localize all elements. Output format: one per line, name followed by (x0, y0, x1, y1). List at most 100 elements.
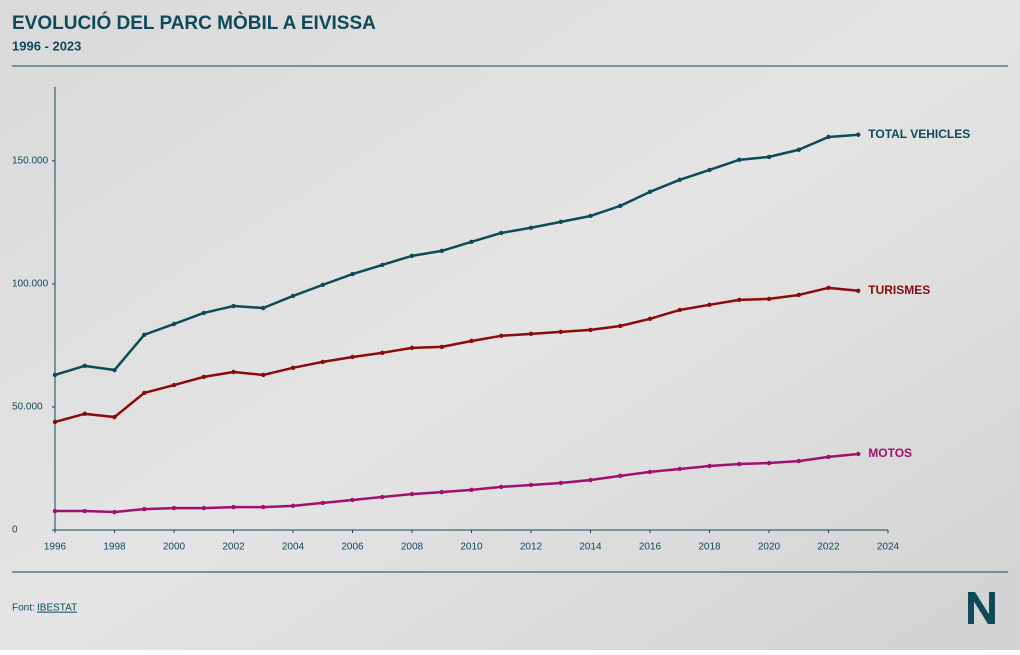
x-tick-label: 2016 (639, 542, 662, 553)
data-point (856, 288, 861, 293)
data-point (528, 482, 534, 488)
data-point (707, 302, 712, 308)
data-point (171, 321, 177, 327)
logo (968, 592, 995, 624)
data-point (796, 292, 801, 298)
data-point (826, 134, 831, 140)
chart-title: EVOLUCIÓ DEL PARC MÒBIL A EIVISSA (12, 12, 376, 34)
data-point (380, 262, 385, 268)
data-point (826, 454, 831, 460)
data-point (647, 189, 653, 195)
data-point (201, 374, 206, 380)
data-point (320, 359, 325, 365)
data-point (52, 372, 58, 378)
data-point (201, 505, 206, 511)
data-point (588, 213, 593, 219)
data-point (469, 487, 474, 493)
data-point (439, 344, 444, 350)
data-point (796, 147, 801, 152)
data-point (588, 477, 593, 483)
data-point (499, 230, 504, 236)
data-point (82, 363, 87, 369)
x-tick-label: 2020 (758, 542, 781, 553)
x-tick-label: 2006 (341, 542, 364, 553)
data-point (707, 167, 712, 173)
x-tick-label: 2014 (579, 542, 602, 553)
y-tick-label: 50.000 (12, 402, 43, 413)
data-point (380, 350, 385, 355)
data-point (171, 382, 177, 388)
data-point (261, 305, 266, 311)
data-point (499, 333, 504, 339)
x-tick-label: 2022 (817, 542, 840, 553)
data-point (52, 508, 58, 514)
y-tick-label: 0 (12, 525, 18, 536)
data-point (261, 504, 266, 510)
series-label: TURISMES (868, 283, 930, 297)
data-point (766, 154, 772, 160)
data-point (766, 460, 772, 466)
series-line (55, 452, 859, 514)
data-point (320, 282, 325, 288)
data-point (52, 419, 58, 425)
x-tick-label: 2018 (698, 542, 721, 553)
series-line (54, 133, 859, 377)
x-tick-label: 2008 (401, 542, 424, 553)
data-point (737, 461, 742, 467)
source-link[interactable]: IBESTAT (37, 603, 77, 614)
data-point (350, 354, 355, 360)
series-label: TOTAL VEHICLES (868, 127, 970, 141)
data-point (737, 297, 742, 303)
x-tick-label: 1996 (44, 542, 67, 553)
data-point (231, 369, 236, 375)
data-point (469, 239, 474, 245)
data-point (558, 329, 563, 335)
data-point (201, 310, 206, 316)
data-point (320, 500, 325, 506)
data-point (142, 332, 147, 338)
data-point (231, 504, 236, 510)
data-point (82, 508, 87, 514)
data-point (469, 338, 474, 344)
data-point (677, 466, 682, 472)
data-point (82, 411, 87, 417)
data-point (112, 414, 117, 420)
data-point (409, 345, 415, 351)
data-point (766, 296, 772, 302)
x-tick-label: 2010 (460, 542, 483, 553)
data-point (112, 367, 117, 373)
data-point (618, 473, 623, 479)
data-point (647, 469, 653, 475)
data-point (588, 327, 593, 333)
data-point (677, 307, 682, 313)
data-point (261, 372, 266, 378)
data-point (826, 285, 831, 291)
data-point (528, 331, 534, 337)
data-point (409, 491, 415, 497)
chart-subtitle: 1996 - 2023 (12, 38, 81, 53)
data-point (558, 219, 563, 225)
data-point (231, 303, 236, 309)
x-tick-label: 2004 (282, 542, 305, 553)
data-point (171, 505, 177, 511)
data-point (499, 484, 504, 490)
data-point (380, 494, 385, 500)
data-point (618, 203, 623, 209)
x-tick-label: 2000 (163, 542, 186, 553)
y-tick-label: 150.000 (12, 155, 49, 166)
data-point (439, 248, 444, 254)
source-label: Font: (12, 603, 35, 614)
y-tick-label: 100.000 (12, 279, 49, 290)
x-tick-label: 2012 (520, 542, 543, 553)
x-tick-label: 2002 (222, 542, 245, 553)
data-point (290, 293, 296, 299)
x-tick-label: 1998 (103, 542, 126, 553)
data-point (142, 506, 147, 512)
data-point (677, 177, 682, 182)
data-point (290, 365, 296, 371)
data-point (112, 509, 117, 515)
data-point (290, 503, 296, 509)
data-point (528, 225, 534, 230)
data-point (618, 323, 623, 329)
